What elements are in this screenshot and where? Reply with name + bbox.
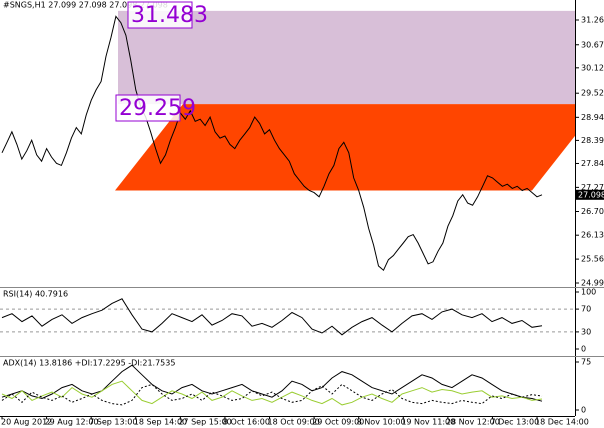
x-tick-label: 18 Oct 09:00 (268, 418, 320, 427)
object-label-box (127, 1, 193, 29)
y-tick-label: 28.945 (581, 113, 604, 122)
series-line (1, 15, 543, 272)
x-tick-label: 29 Oct 09:00 (312, 418, 364, 427)
y-tick-label: 30 (581, 327, 591, 336)
y-tick-label: 26.700 (581, 207, 604, 216)
y-tick-label: 75 (581, 358, 591, 367)
x-tick-label: 7 Dec 13:00 (490, 418, 539, 427)
y-tick-label: 0 (581, 406, 586, 415)
rectangle-object (118, 10, 575, 105)
y-tick-label: 100 (581, 288, 596, 297)
y-tick-label: 70 (581, 305, 591, 314)
channel-object (115, 104, 575, 191)
y-tick-label: 25.565 (581, 255, 604, 264)
x-tick-label: 19 Nov 11:00 (401, 418, 455, 427)
x-tick-label: 27 Sep 15:00 (178, 418, 231, 427)
y-tick-label: 27.845 (581, 159, 604, 168)
series-line (1, 298, 543, 336)
x-tick-label: 18 Dec 14:00 (535, 418, 589, 427)
y-tick-label: 0 (581, 345, 586, 354)
series-line (1, 383, 543, 406)
indicator-title: ADX(14) 13.8186 +DI:17.2295 -DI:21.7535 (3, 359, 175, 368)
chart-title: #SNGS,H1 27.099 27.098 27.098 27.098 (3, 1, 168, 10)
y-tick-label: 27.275 (581, 183, 604, 192)
y-tick-label: 30.675 (581, 40, 604, 49)
x-tick-label: 29 Aug 12:00 (45, 418, 99, 427)
price-marker (576, 189, 604, 200)
x-tick-label: 8 Nov 10:00 (357, 418, 406, 427)
y-tick-label: 26.135 (581, 231, 604, 240)
object-label-box (115, 94, 181, 122)
price-marker-label: 27.098 (578, 190, 604, 199)
x-tick-label: 8 Oct 16:00 (223, 418, 270, 427)
y-tick-label: 31.265 (581, 16, 604, 25)
object-label: 31.483 (131, 3, 208, 28)
y-tick-label: 24.995 (581, 279, 604, 288)
y-tick-label: 28.395 (581, 136, 604, 145)
x-tick-label: 20 Aug 2012 (1, 418, 52, 427)
series-line (1, 380, 543, 406)
x-tick-label: 7 Sep 13:00 (89, 418, 137, 427)
x-tick-label: 18 Sep 14:00 (134, 418, 187, 427)
x-tick-label: 28 Nov 12:00 (446, 418, 500, 427)
y-tick-label: 30.125 (581, 63, 604, 72)
y-tick-label: 29.520 (581, 89, 604, 98)
indicator-title: RSI(14) 40.7916 (3, 290, 68, 299)
object-label: 29.259 (119, 96, 196, 121)
